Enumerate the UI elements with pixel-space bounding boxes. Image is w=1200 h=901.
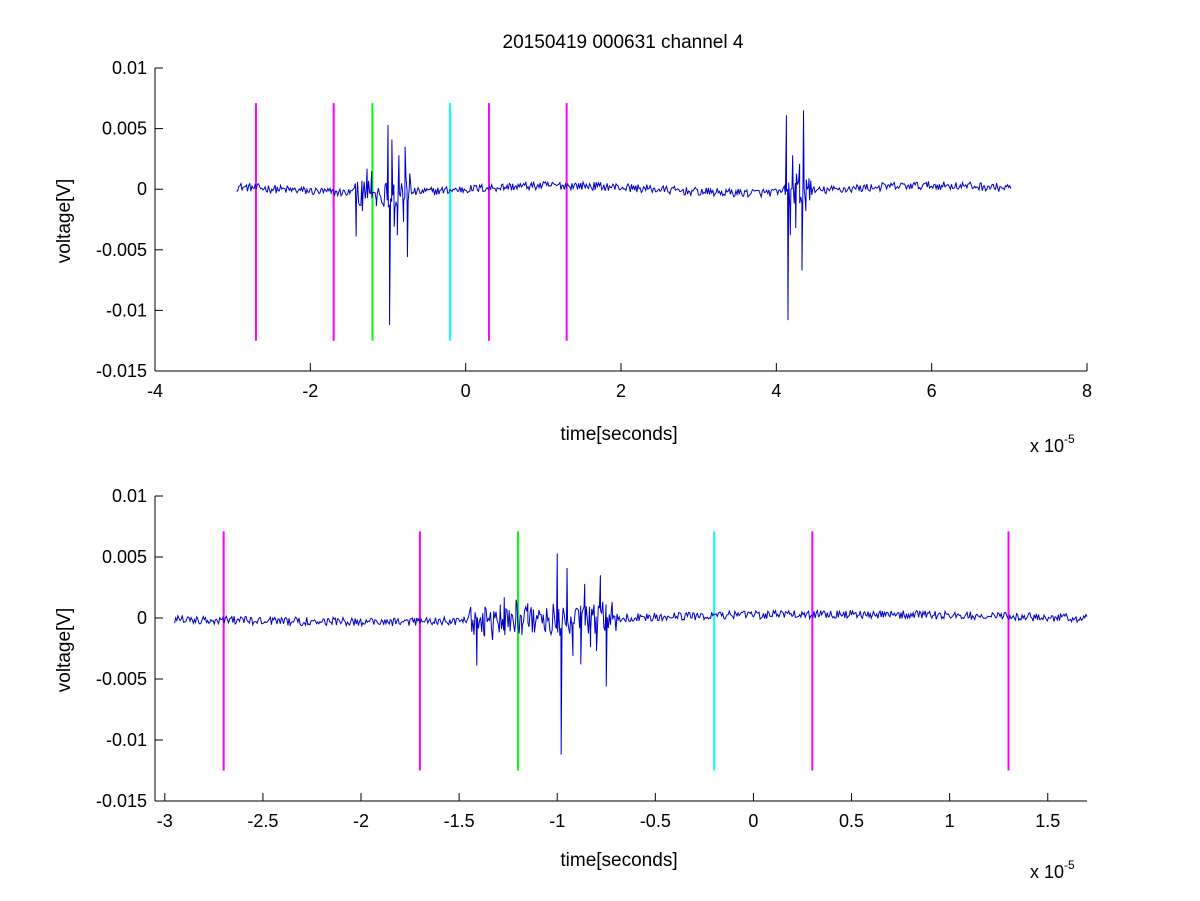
bottom-plot-x-tick-label: -2 [353,811,369,831]
bottom-plot-y-axis-label: voltage[V] [54,608,75,693]
top-plot-y-tick-label: 0.005 [102,119,147,139]
bottom-plot-y-tick-labels: -0.015 -0.01 -0.005 0 0.005 0.01 [96,486,147,811]
top-plot-y-tick-label: -0.005 [96,240,147,260]
top-plot: -4 -2 0 2 4 6 8 -0.015 -0.01 -0.005 0 0.005 0.01 ti… [54,58,1092,456]
bottom-plot-marker-lines [222,531,1010,771]
bottom-plot-x-tick-label: 0.5 [839,811,864,831]
top-plot-x-axis-label: time[seconds] [560,424,677,445]
top-plot-marker-lines [254,103,568,341]
top-plot-signal-trace [236,110,1012,325]
bottom-plot-x-tick-label: 1 [945,811,955,831]
top-plot-x-exponent: x 10-5 [1030,432,1075,456]
top-plot-x-exponent-base: x 10 [1030,436,1064,456]
top-plot-x-tick-label: 6 [927,381,937,401]
top-plot-y-tick-label: 0 [137,179,147,199]
bottom-plot-axes [154,495,1087,802]
bottom-plot-x-axis-label: time[seconds] [560,850,677,871]
bottom-plot-x-exponent: x 10-5 [1030,858,1075,882]
bottom-plot-y-tick-label: -0.01 [106,730,147,750]
top-plot-x-tick-label: -2 [302,381,318,401]
top-plot-x-tick-label: 8 [1082,381,1092,401]
top-plot-x-tick-label: 0 [461,381,471,401]
bottom-plot-y-tick-label: 0.01 [112,486,147,506]
bottom-plot-x-tick-label: 0 [748,811,758,831]
top-plot-x-exponent-power: -5 [1064,432,1075,446]
top-plot-y-tick-label: -0.01 [106,300,147,320]
bottom-plot-x-exponent-power: -5 [1064,858,1075,872]
bottom-plot-x-tick-label: -3 [157,811,173,831]
bottom-plot-x-tick-label: -1 [549,811,565,831]
bottom-plot-x-tick-label: -1.5 [444,811,475,831]
bottom-plot-x-tick-labels: -3 -2.5 -2 -1.5 -1 -0.5 0 0.5 1 1.5 [157,811,1060,831]
top-plot-y-axis-label: voltage[V] [54,179,75,264]
bottom-plot-y-tick-label: -0.015 [96,791,147,811]
bottom-plot-x-tick-label: -2.5 [247,811,278,831]
bottom-plot-y-tick-label: -0.005 [96,669,147,689]
figure-title: 20150419 000631 channel 4 [503,32,744,53]
top-plot-x-tick-label: -4 [147,381,163,401]
top-plot-x-tick-labels: -4 -2 0 2 4 6 8 [147,381,1092,401]
top-plot-x-tick-label: 4 [771,381,781,401]
top-plot-y-tick-label: 0.01 [112,58,147,78]
bottom-plot-x-tick-label: 1.5 [1035,811,1060,831]
bottom-plot: -3 -2.5 -2 -1.5 -1 -0.5 0 0.5 1 1.5 -0.015-0.01-0… [54,486,1088,882]
top-plot-axes [154,67,1088,372]
bottom-plot-y-tick-label: 0.005 [102,547,147,567]
top-plot-y-tick-labels: -0.015 -0.01 -0.005 0 0.005 0.01 [96,58,147,381]
top-plot-x-tick-label: 2 [616,381,626,401]
bottom-plot-y-tick-label: 0 [137,608,147,628]
bottom-plot-x-tick-label: -0.5 [640,811,671,831]
top-plot-y-tick-label: -0.015 [96,361,147,381]
bottom-plot-signal-trace [174,553,1088,755]
bottom-plot-x-exponent-base: x 10 [1030,862,1064,882]
